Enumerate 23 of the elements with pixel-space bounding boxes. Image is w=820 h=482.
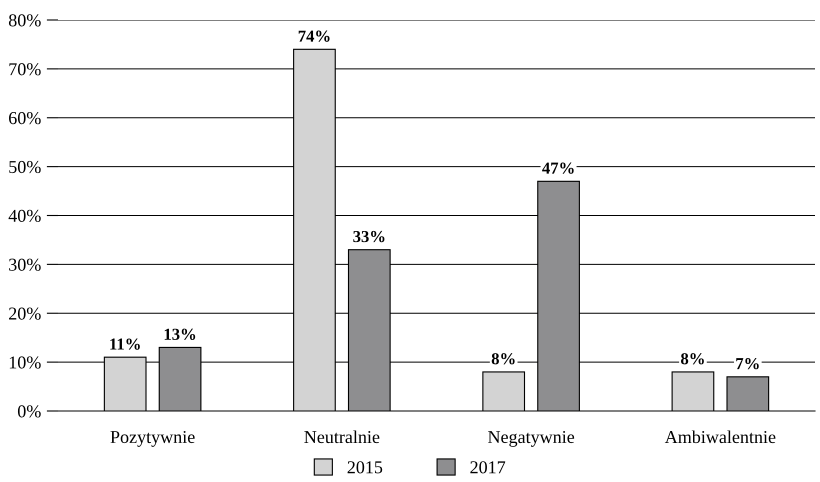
data-label: 33%: [353, 230, 384, 242]
y-tick-label: 70%: [9, 63, 41, 76]
data-label: 7%: [736, 358, 759, 370]
data-label: 11%: [110, 338, 140, 350]
x-tick-label: Ambiwalentnie: [664, 430, 776, 444]
y-tick-label: 60%: [9, 112, 41, 124]
x-tick-label: Negatywnie: [488, 430, 574, 447]
data-label: 8%: [680, 353, 704, 364]
data-label: 47%: [542, 162, 574, 174]
legend-label: 2017: [470, 461, 506, 474]
data-label: 8%: [492, 353, 515, 364]
data-label: 13%: [164, 328, 196, 340]
y-tick-label: 20%: [9, 308, 41, 320]
y-tick-label: 80%: [8, 14, 41, 26]
y-tick-label: 50%: [9, 160, 41, 174]
y-tick-label: 0%: [18, 405, 41, 418]
legend-label: 2015: [348, 461, 382, 474]
y-tick-label: 40%: [8, 210, 41, 222]
y-tick-label: 30%: [9, 258, 41, 271]
y-tick-label: 10%: [10, 356, 41, 369]
data-label: 74%: [298, 30, 330, 42]
x-tick-label: Pozytywnie: [110, 430, 195, 447]
x-tick-label: Neutralnie: [304, 430, 380, 444]
